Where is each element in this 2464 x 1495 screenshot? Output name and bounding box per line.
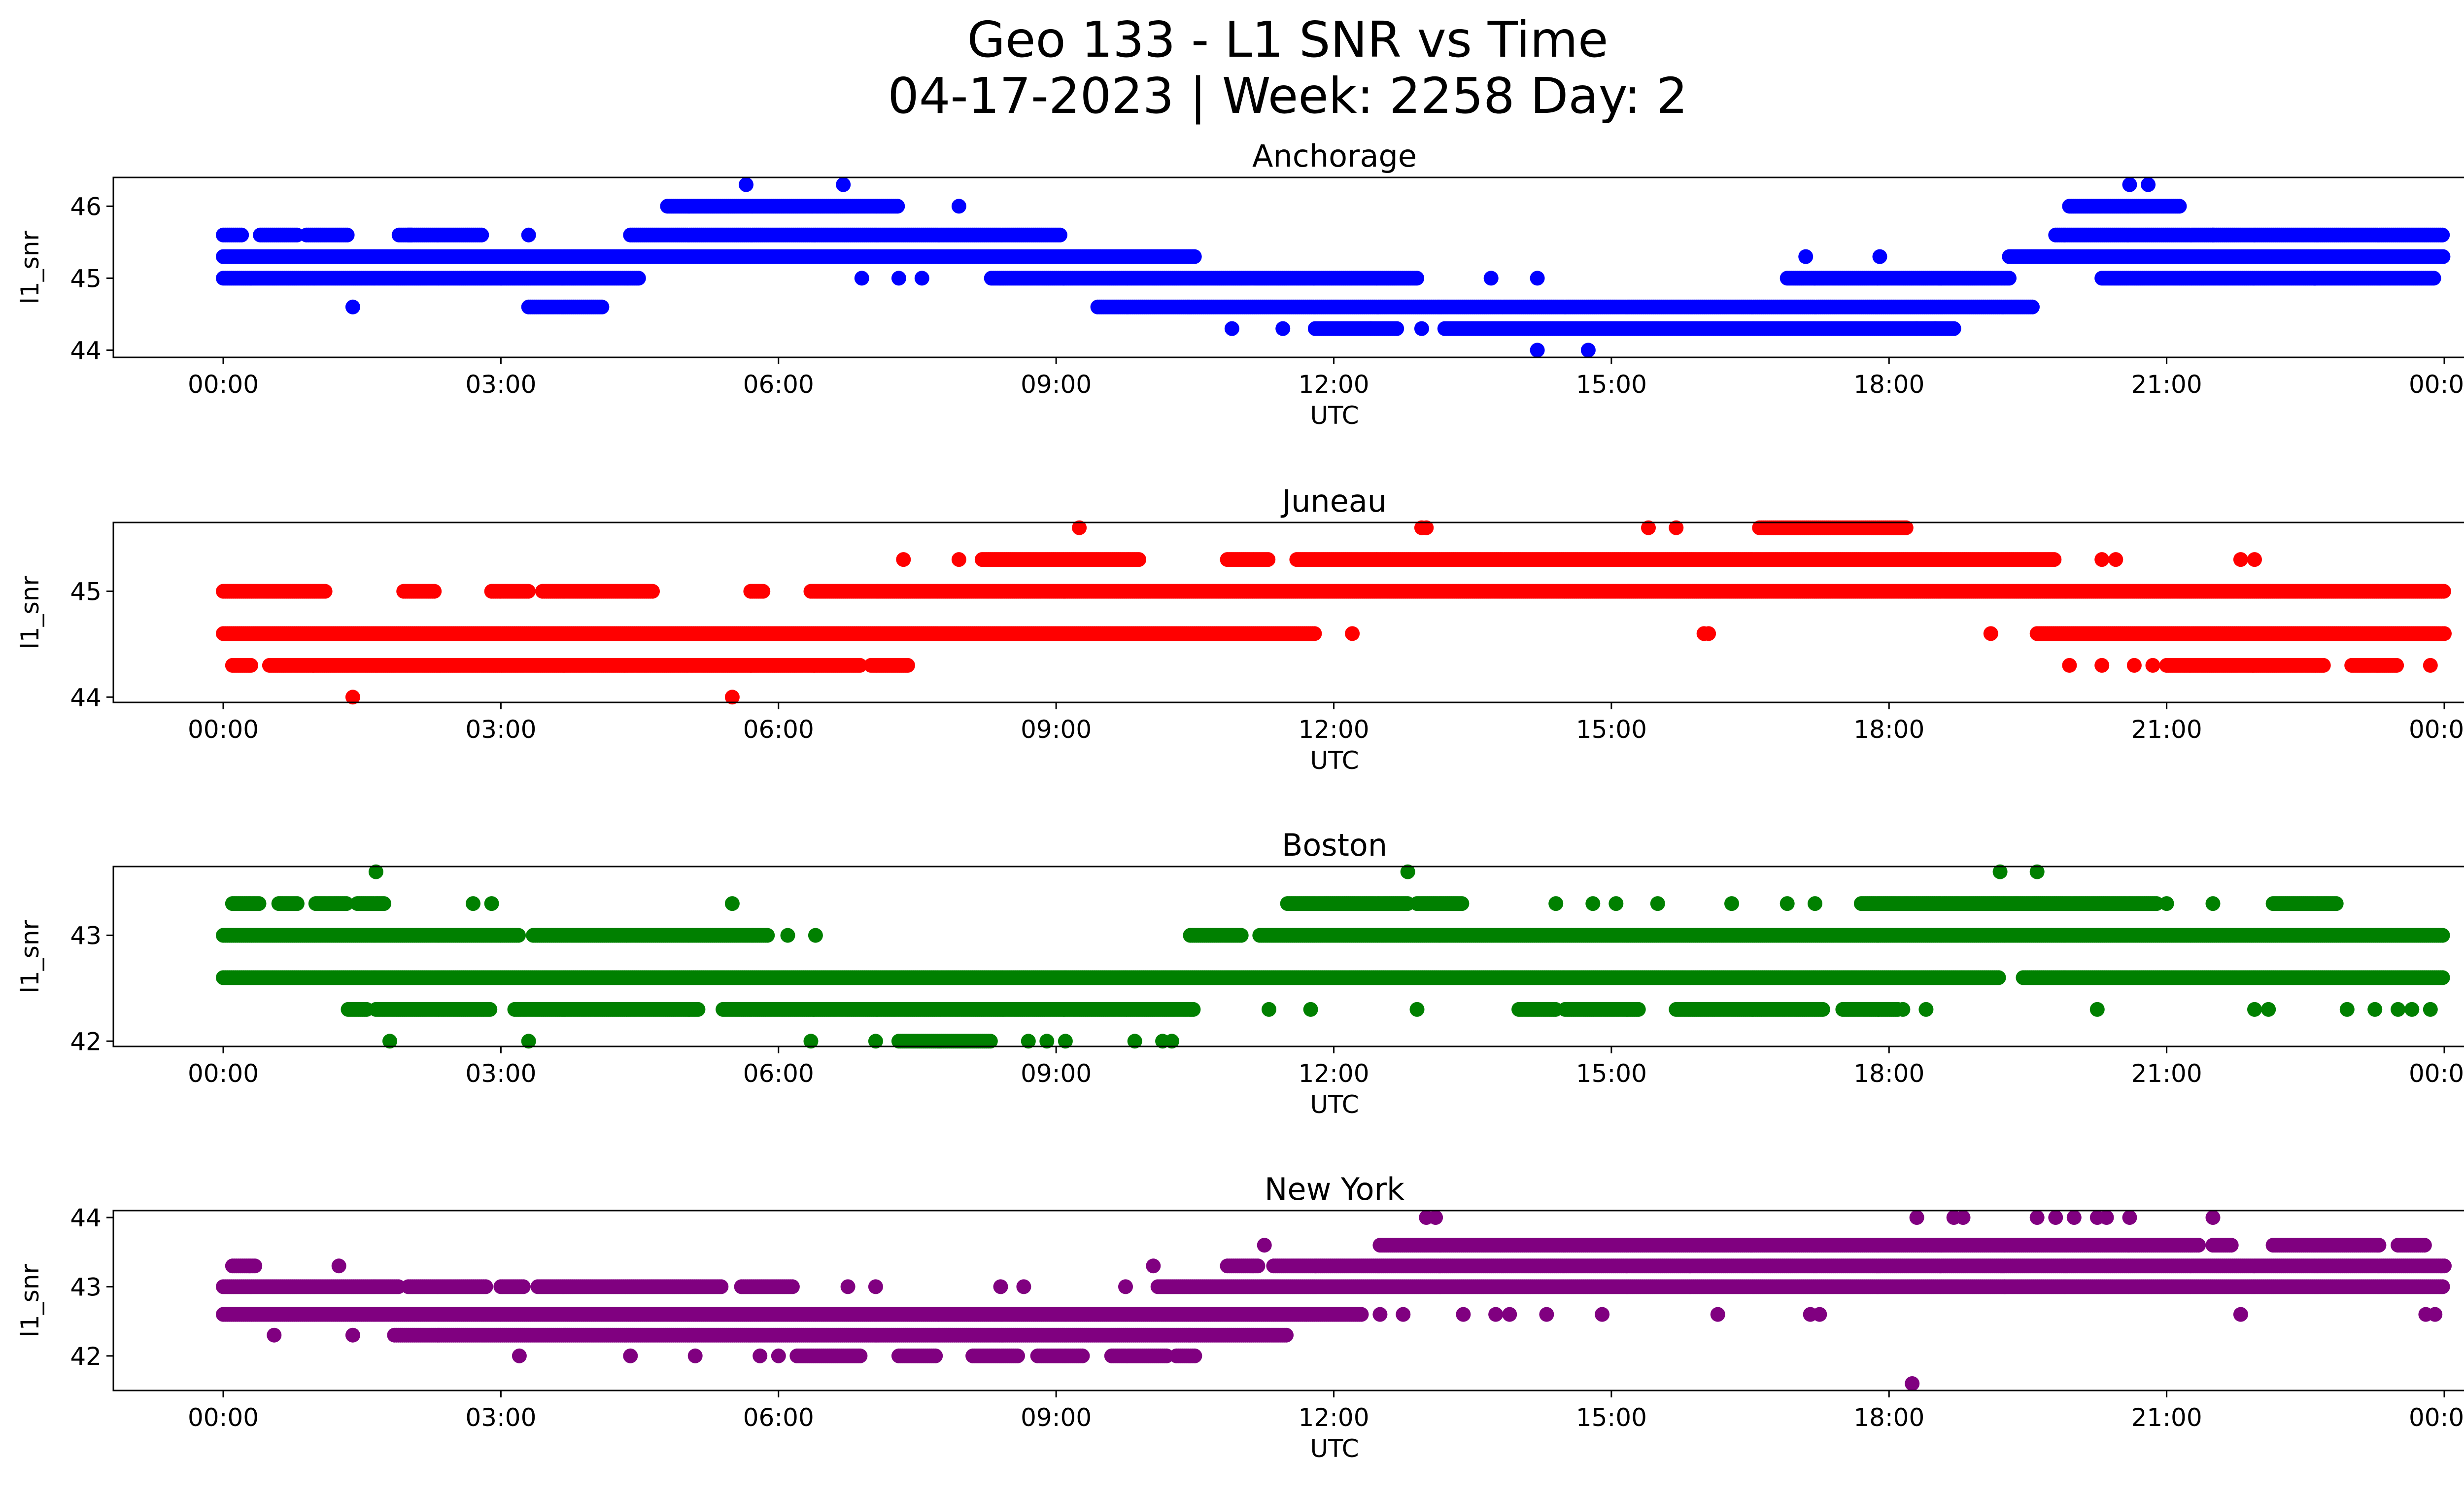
data-point	[427, 584, 442, 599]
data-point	[345, 299, 360, 314]
data-point	[1363, 321, 1378, 336]
data-point	[1798, 249, 1814, 264]
data-point	[2316, 658, 2331, 673]
data-point	[854, 271, 869, 286]
x-tick-label: 12:00	[1298, 370, 1369, 399]
x-tick-label: 00:00	[2409, 370, 2464, 399]
y-tick-label: 46	[70, 192, 102, 221]
data-point	[2002, 271, 2017, 286]
data-point	[1187, 249, 1202, 264]
data-point	[1530, 271, 1545, 286]
data-point	[317, 584, 333, 599]
x-tick-label: 06:00	[743, 370, 814, 399]
data-point	[234, 227, 249, 243]
data-point	[900, 658, 915, 673]
data-point	[243, 658, 258, 673]
data-point	[2307, 271, 2323, 286]
data-point	[1530, 343, 1545, 358]
data-point	[1409, 271, 1425, 286]
y-axis-label: l1_snr	[16, 231, 44, 304]
data-point	[2435, 249, 2451, 264]
y-tick-label: 44	[70, 336, 102, 365]
y-tick-label: 45	[70, 264, 102, 293]
data-point	[474, 227, 489, 243]
y-axis: 44 45 46 l1_snr	[16, 192, 113, 365]
data-point	[1275, 321, 1291, 336]
x-tick-label: 00:00	[188, 370, 259, 399]
subplot-anchorage: Anchorage 00:00 03:00 06:00 09:00 12:00 15:00 1…	[16, 138, 2464, 430]
data-point	[1414, 321, 1429, 336]
data-point	[2437, 626, 2452, 641]
data-point	[521, 227, 536, 243]
figure-subtitle: 04-17-2023 | Week: 2258 Day: 2	[888, 67, 1688, 125]
data-point	[2205, 227, 2221, 243]
x-tick-label: 15:00	[1576, 370, 1647, 399]
data-point	[1307, 626, 1322, 641]
data-point	[2122, 177, 2137, 192]
data-point	[891, 271, 906, 286]
data-point	[645, 584, 660, 599]
data-point	[739, 177, 753, 192]
data-point	[1580, 343, 1596, 358]
data-point	[594, 299, 610, 314]
data-point	[1928, 321, 1943, 336]
subplot-title: Anchorage	[1252, 138, 1417, 174]
scatter-series	[216, 177, 2451, 358]
data-point	[521, 584, 536, 599]
data-point	[890, 199, 905, 214]
data-point	[914, 271, 929, 286]
data-point	[1483, 271, 1499, 286]
x-tick-label: 03:00	[465, 370, 536, 399]
data-point	[2426, 271, 2441, 286]
data-point	[755, 584, 771, 599]
data-point	[340, 227, 355, 243]
x-tick-label: 18:00	[1853, 370, 1924, 399]
data-point	[1053, 227, 1067, 243]
scatter-series	[216, 520, 2452, 705]
data-point	[951, 199, 966, 214]
x-tick-label: 09:00	[1021, 370, 1092, 399]
x-axis-label: UTC	[1310, 401, 1359, 430]
x-tick-label: 21:00	[2131, 370, 2202, 399]
data-point	[1872, 249, 1887, 264]
data-point	[631, 271, 646, 286]
data-point	[1389, 321, 1404, 336]
figure-title: Geo 133 - L1 SNR vs Time	[967, 11, 1608, 69]
x-axis: 00:00 03:00 06:00 09:00 12:00 15:00 18:00 21:00…	[188, 357, 2464, 430]
data-point	[2436, 584, 2451, 599]
data-point	[836, 177, 851, 192]
subplot-title: Juneau	[1280, 483, 1387, 519]
data-point	[1946, 321, 1961, 336]
data-point	[2172, 199, 2187, 214]
data-point	[2025, 299, 2040, 314]
data-point	[1224, 321, 1239, 336]
data-point	[1909, 321, 1924, 336]
data-point	[2141, 177, 2156, 192]
data-point	[2435, 227, 2450, 243]
